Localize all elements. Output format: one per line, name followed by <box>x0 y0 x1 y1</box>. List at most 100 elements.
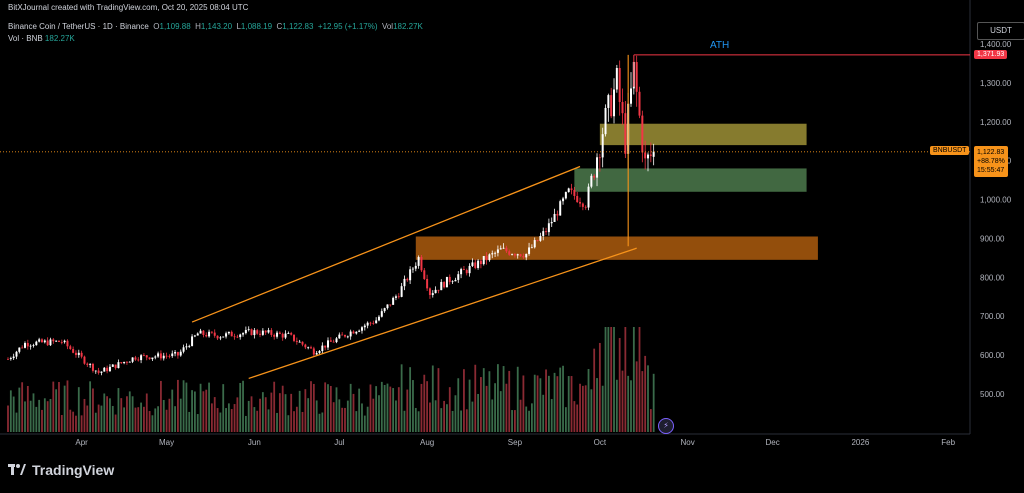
support-zone[interactable] <box>574 168 807 192</box>
candle-body <box>35 341 38 346</box>
candle-body <box>375 320 378 324</box>
volume-bar <box>460 410 462 432</box>
candle-body <box>332 341 335 343</box>
lightning-icon[interactable]: ⚡ <box>658 418 674 434</box>
volume-bar <box>165 409 168 432</box>
volume-bar <box>128 391 131 432</box>
candle-body <box>343 334 346 337</box>
candle-body <box>312 348 315 355</box>
volume-bar <box>236 397 239 432</box>
candle-body <box>134 357 137 360</box>
volume-bar <box>562 365 564 432</box>
volume-bar <box>652 373 655 432</box>
candle-body <box>89 363 92 365</box>
volume-bar <box>188 411 191 432</box>
volume-bar <box>502 366 505 432</box>
ath-label: ATH <box>710 40 730 51</box>
candle-body <box>261 330 264 335</box>
volume-bar <box>157 406 159 432</box>
candle-body <box>103 367 106 372</box>
volume-bar <box>26 385 29 432</box>
volume-bar <box>429 402 431 432</box>
currency-unit-button[interactable]: USDT <box>977 22 1024 40</box>
candle-body <box>55 340 58 342</box>
candle-body <box>587 186 590 208</box>
resistance-zone[interactable] <box>599 123 807 146</box>
candle-body <box>329 340 332 342</box>
tradingview-logo[interactable]: TradingView <box>8 462 114 478</box>
candle-body <box>482 255 485 265</box>
candle-body <box>290 333 293 335</box>
volume-bar <box>525 406 528 432</box>
channel-lower[interactable] <box>248 247 637 380</box>
candle-body <box>593 175 596 178</box>
volume-bar <box>596 378 598 432</box>
volume-bar <box>539 378 542 432</box>
volume-bar <box>344 407 346 432</box>
candle-body <box>649 154 652 156</box>
volume-bar <box>403 410 406 432</box>
volume-bar <box>621 370 624 432</box>
candle-body <box>590 175 593 187</box>
volume-bar <box>120 398 123 432</box>
volume-bar <box>468 379 471 432</box>
candle-body <box>162 355 165 359</box>
channel-upper[interactable] <box>191 165 581 323</box>
volume-bar <box>494 383 496 432</box>
volume-bar <box>358 388 361 432</box>
time-tick-label: 2026 <box>851 438 869 447</box>
volume-bar <box>414 407 417 432</box>
candle-body <box>360 327 363 331</box>
volume-bar <box>46 401 49 432</box>
candle-body <box>494 252 497 254</box>
candle-body <box>488 254 491 261</box>
volume-bar <box>7 405 9 432</box>
candle-body <box>352 331 355 334</box>
volume-bar <box>202 391 205 432</box>
lower-zone[interactable] <box>415 236 818 260</box>
candle-body <box>525 253 528 258</box>
volume-bar <box>295 406 298 432</box>
time-tick-label: Oct <box>594 438 607 447</box>
candle-body <box>528 247 531 254</box>
volume-bar <box>75 415 77 432</box>
candle-body <box>193 335 196 337</box>
volume-bar <box>160 380 162 432</box>
candle-body <box>57 340 60 342</box>
volume-bar <box>335 387 338 432</box>
volume-bar <box>58 382 60 432</box>
volume-bar <box>547 375 550 432</box>
candle-body <box>462 269 465 271</box>
candle-body <box>545 231 548 233</box>
candle-body <box>86 363 89 365</box>
candle-body <box>363 325 366 328</box>
volume-bar <box>630 380 632 432</box>
candle-body <box>358 330 361 332</box>
volume-legend[interactable]: Vol · BNB 182.27K <box>8 34 75 43</box>
symbol-name[interactable]: Binance Coin / TetherUS · 1D · Binance <box>8 22 149 31</box>
time-tick-label: Jul <box>334 438 344 447</box>
volume-bar <box>332 402 335 432</box>
candle-body <box>426 278 429 289</box>
volume-bar <box>559 367 562 432</box>
volume-bar <box>426 381 429 432</box>
candle-body <box>522 256 525 258</box>
candle-body <box>477 260 480 268</box>
candle-body <box>584 206 587 208</box>
candle-body <box>165 355 168 357</box>
volume-bar <box>463 369 465 432</box>
candle-body <box>244 329 247 334</box>
volume-bar <box>613 327 615 432</box>
candle-body <box>547 223 550 233</box>
candle-body <box>247 329 250 331</box>
candle-body <box>434 289 437 294</box>
candle-body <box>383 308 386 312</box>
candle-body <box>18 347 21 352</box>
candle-body <box>196 333 199 336</box>
candle-body <box>106 367 109 372</box>
candle-body <box>69 346 72 350</box>
candle-body <box>171 353 174 357</box>
candle-body <box>338 334 341 339</box>
candle-body <box>43 340 46 343</box>
